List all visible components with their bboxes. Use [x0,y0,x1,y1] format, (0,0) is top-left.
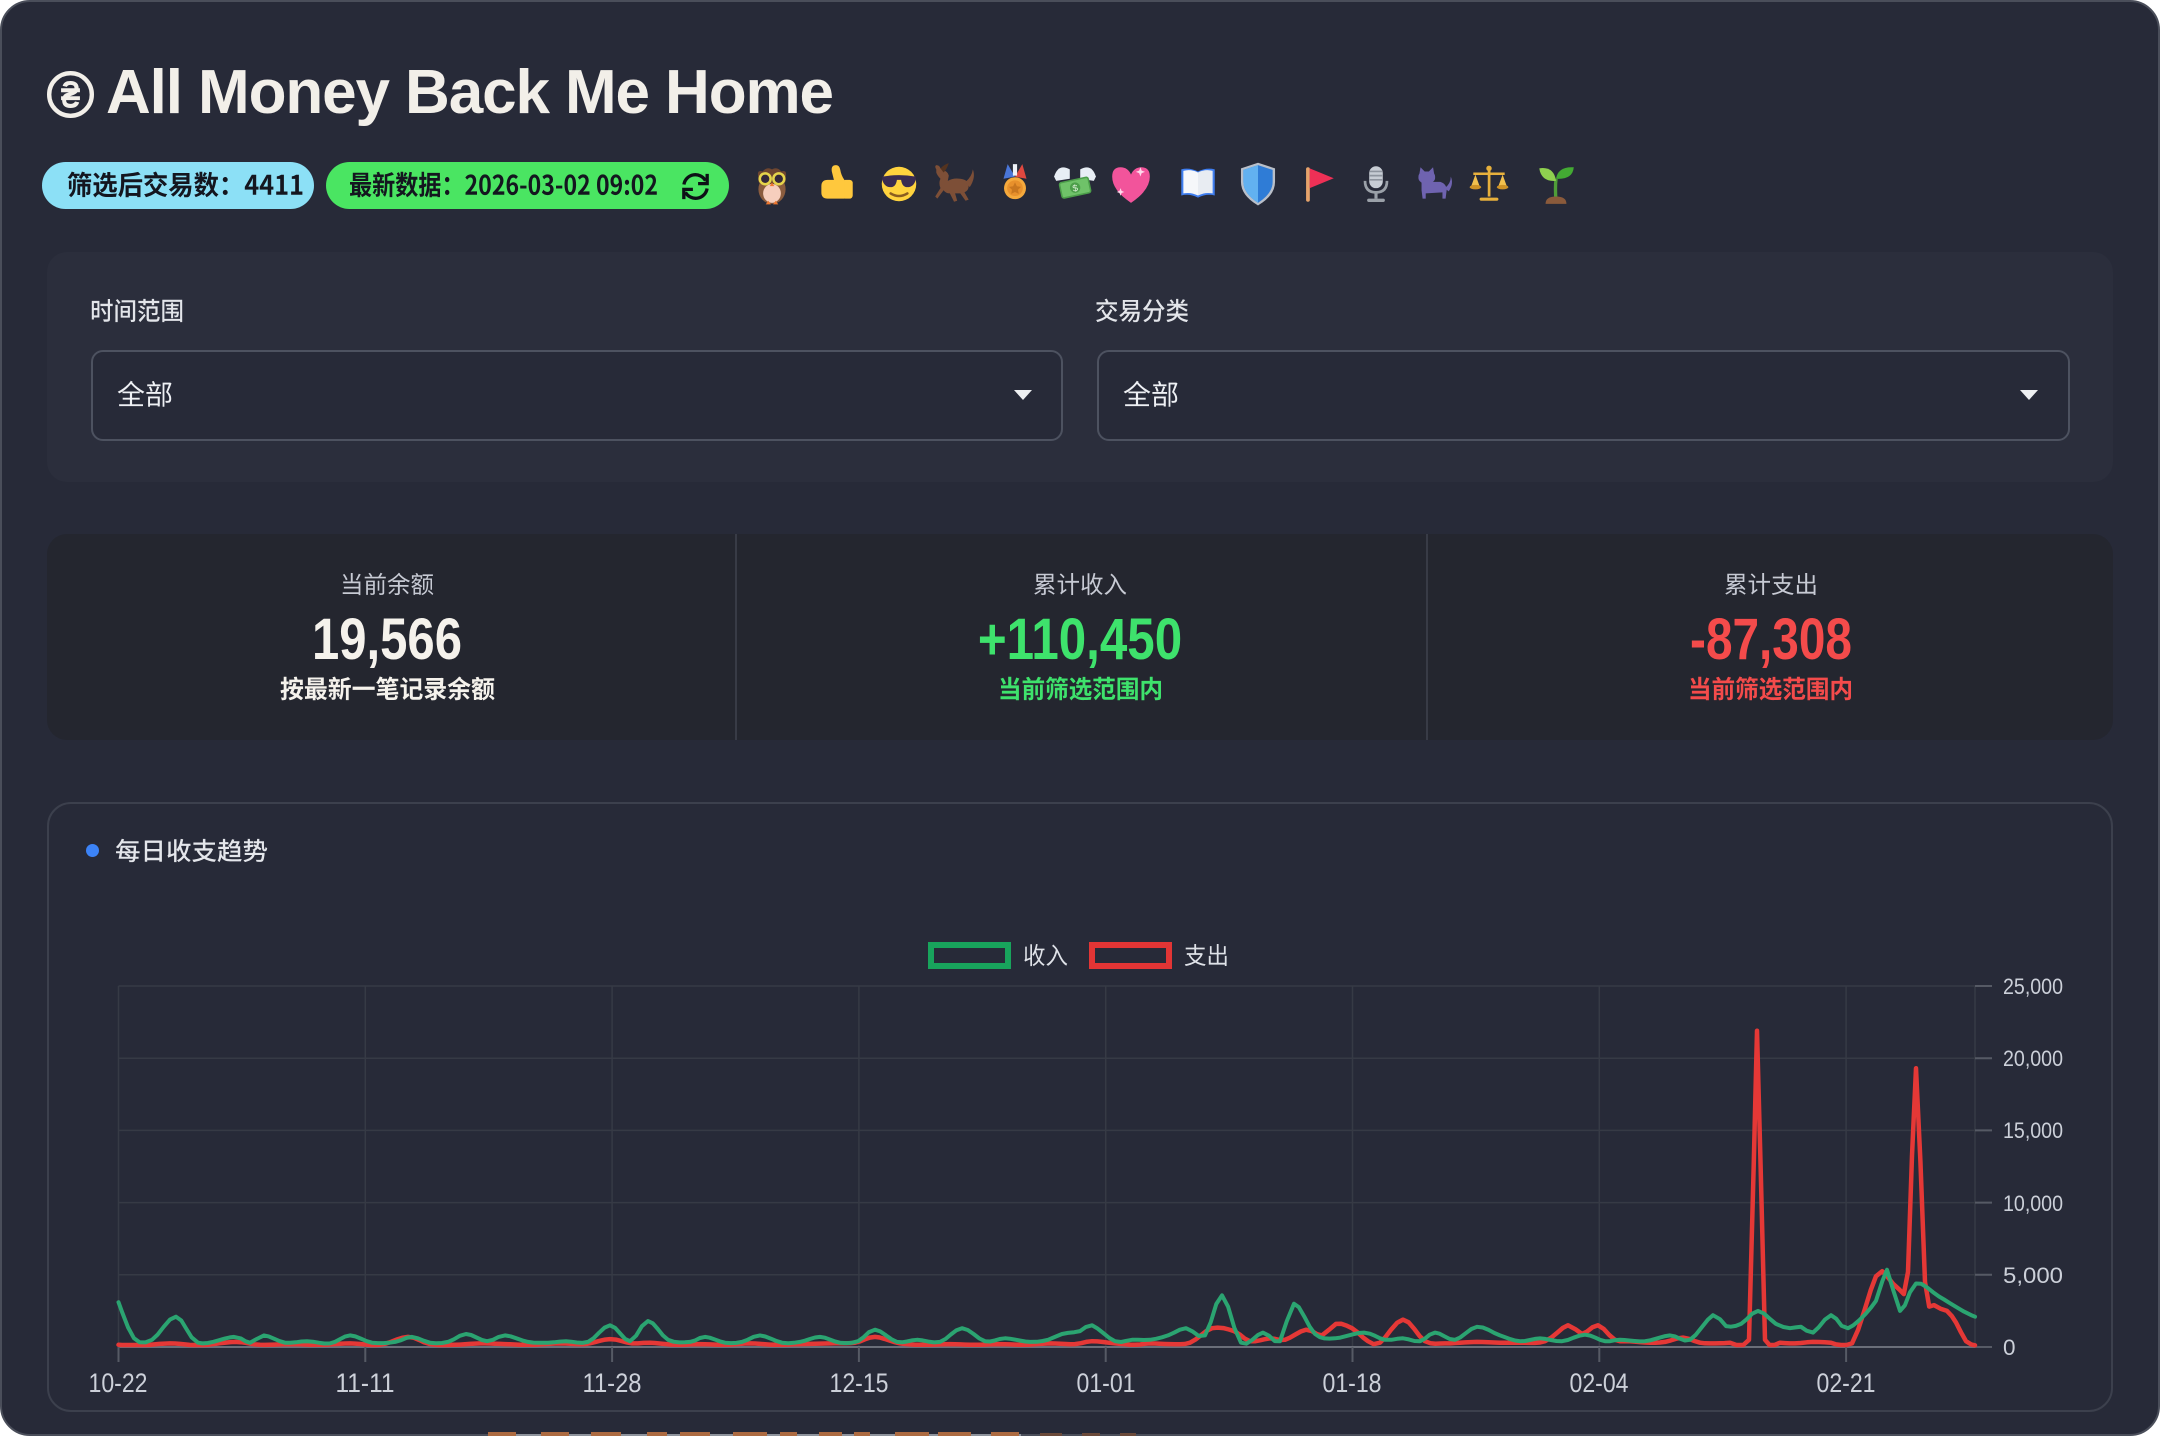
svg-text:01-18: 01-18 [1323,1368,1382,1398]
svg-text:15,000: 15,000 [2003,1118,2063,1143]
svg-text:01-01: 01-01 [1077,1368,1136,1398]
svg-text:10,000: 10,000 [2003,1191,2063,1216]
svg-text:12-15: 12-15 [830,1368,889,1398]
svg-text:5,000: 5,000 [2003,1263,2063,1288]
svg-text:0: 0 [2003,1335,2016,1360]
svg-text:02-04: 02-04 [1570,1368,1629,1398]
svg-text:02-21: 02-21 [1817,1368,1876,1398]
svg-text:10-22: 10-22 [89,1368,148,1398]
svg-text:25,000: 25,000 [2003,974,2063,999]
svg-text:$: $ [1071,182,1079,194]
svg-text:11-11: 11-11 [336,1368,395,1398]
svg-text:11-28: 11-28 [583,1368,642,1398]
svg-text:20,000: 20,000 [2003,1046,2063,1071]
